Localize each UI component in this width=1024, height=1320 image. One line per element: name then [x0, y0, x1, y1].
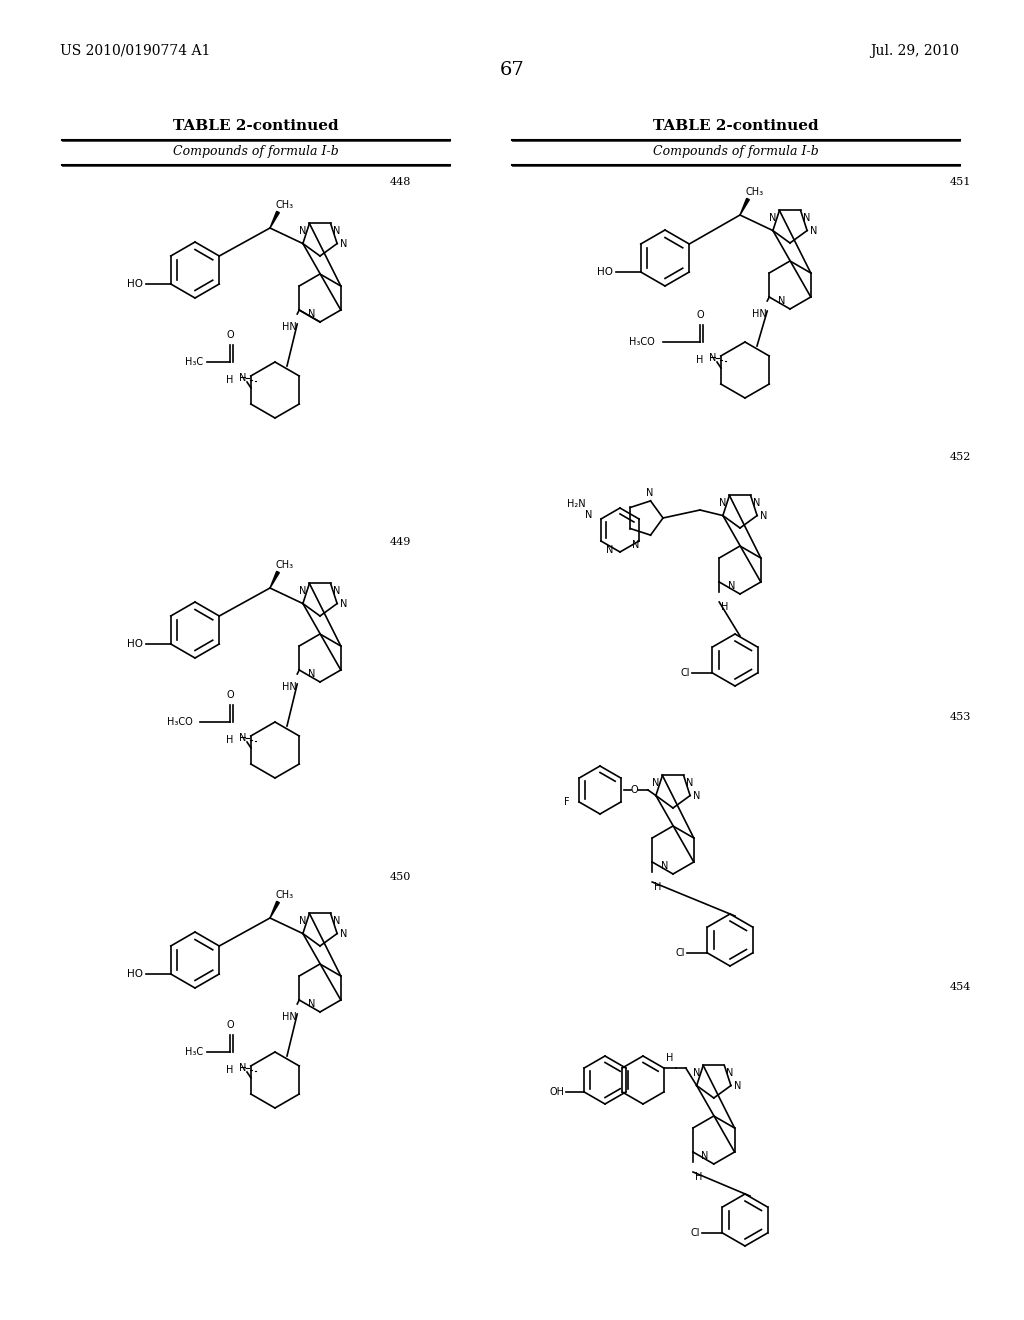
Text: N: N: [240, 733, 247, 743]
Text: Cl: Cl: [691, 1228, 700, 1238]
Text: N: N: [340, 928, 347, 939]
Text: N: N: [734, 1081, 741, 1090]
Text: N: N: [753, 499, 760, 508]
Text: 451: 451: [950, 177, 972, 187]
Text: N: N: [726, 1068, 734, 1078]
Text: O: O: [630, 785, 638, 795]
Text: H: H: [696, 355, 703, 366]
Text: H₃CO: H₃CO: [630, 337, 655, 347]
Text: US 2010/0190774 A1: US 2010/0190774 A1: [60, 44, 210, 58]
Text: 453: 453: [950, 711, 972, 722]
Text: N: N: [693, 791, 700, 800]
Text: HN: HN: [752, 309, 767, 319]
Polygon shape: [270, 211, 280, 228]
Text: N: N: [701, 1151, 709, 1162]
Text: N: N: [646, 488, 653, 498]
Text: H: H: [721, 602, 729, 612]
Text: Cl: Cl: [681, 668, 690, 678]
Text: TABLE 2-continued: TABLE 2-continued: [173, 119, 339, 133]
Text: O: O: [696, 310, 703, 319]
Text: N: N: [585, 510, 592, 520]
Text: H₃C: H₃C: [185, 356, 203, 367]
Text: N: N: [769, 214, 776, 223]
Text: N: N: [333, 586, 340, 597]
Text: TABLE 2-continued: TABLE 2-continued: [653, 119, 819, 133]
Text: N: N: [340, 239, 347, 248]
Text: HO: HO: [127, 969, 142, 979]
Text: 450: 450: [390, 873, 412, 882]
Text: CH₃: CH₃: [275, 890, 293, 900]
Text: N: N: [340, 598, 347, 609]
Text: Cl: Cl: [676, 948, 685, 958]
Text: 448: 448: [390, 177, 412, 187]
Text: H: H: [226, 735, 233, 744]
Text: O: O: [226, 690, 233, 700]
Text: Compounds of formula I-b: Compounds of formula I-b: [653, 145, 819, 158]
Text: Jul. 29, 2010: Jul. 29, 2010: [870, 44, 959, 58]
Text: N: N: [728, 581, 735, 591]
Text: O: O: [226, 1020, 233, 1030]
Text: HO: HO: [597, 267, 612, 277]
Text: H: H: [654, 882, 662, 892]
Text: 67: 67: [500, 61, 524, 79]
Text: N: N: [240, 1063, 247, 1073]
Text: N: N: [803, 214, 810, 223]
Text: N: N: [299, 916, 306, 927]
Text: N: N: [307, 669, 315, 678]
Text: N: N: [240, 374, 247, 383]
Text: HO: HO: [127, 279, 142, 289]
Text: F: F: [564, 797, 570, 807]
Text: N: N: [660, 861, 668, 871]
Text: CH₃: CH₃: [275, 560, 293, 570]
Text: N: N: [719, 499, 726, 508]
Text: N: N: [299, 586, 306, 597]
Text: H: H: [666, 1053, 673, 1063]
Text: H₃CO: H₃CO: [167, 717, 193, 727]
Text: N: N: [686, 779, 693, 788]
Text: Compounds of formula I-b: Compounds of formula I-b: [173, 145, 339, 158]
Text: HN: HN: [282, 322, 297, 333]
Text: OH: OH: [549, 1086, 564, 1097]
Text: HN: HN: [282, 682, 297, 692]
Text: N: N: [632, 540, 639, 550]
Text: N: N: [307, 999, 315, 1008]
Text: N: N: [652, 779, 659, 788]
Text: N: N: [299, 227, 306, 236]
Text: H: H: [226, 375, 233, 385]
Text: N: N: [710, 352, 717, 363]
Text: N: N: [810, 226, 817, 235]
Text: N: N: [693, 1068, 700, 1078]
Text: 449: 449: [390, 537, 412, 546]
Polygon shape: [740, 198, 750, 215]
Text: H: H: [226, 1065, 233, 1074]
Text: N: N: [760, 511, 768, 520]
Polygon shape: [270, 572, 280, 587]
Text: O: O: [226, 330, 233, 341]
Text: CH₃: CH₃: [745, 187, 763, 197]
Text: CH₃: CH₃: [275, 201, 293, 210]
Text: H: H: [695, 1172, 702, 1181]
Text: N: N: [777, 296, 785, 306]
Text: H₃C: H₃C: [185, 1047, 203, 1057]
Text: HN: HN: [282, 1012, 297, 1022]
Text: HO: HO: [127, 639, 142, 649]
Text: N: N: [307, 309, 315, 319]
Text: H₂N: H₂N: [567, 499, 586, 510]
Text: 452: 452: [950, 451, 972, 462]
Polygon shape: [270, 902, 280, 917]
Text: 454: 454: [950, 982, 972, 993]
Text: N: N: [333, 227, 340, 236]
Text: N: N: [333, 916, 340, 927]
Text: N: N: [606, 545, 613, 554]
